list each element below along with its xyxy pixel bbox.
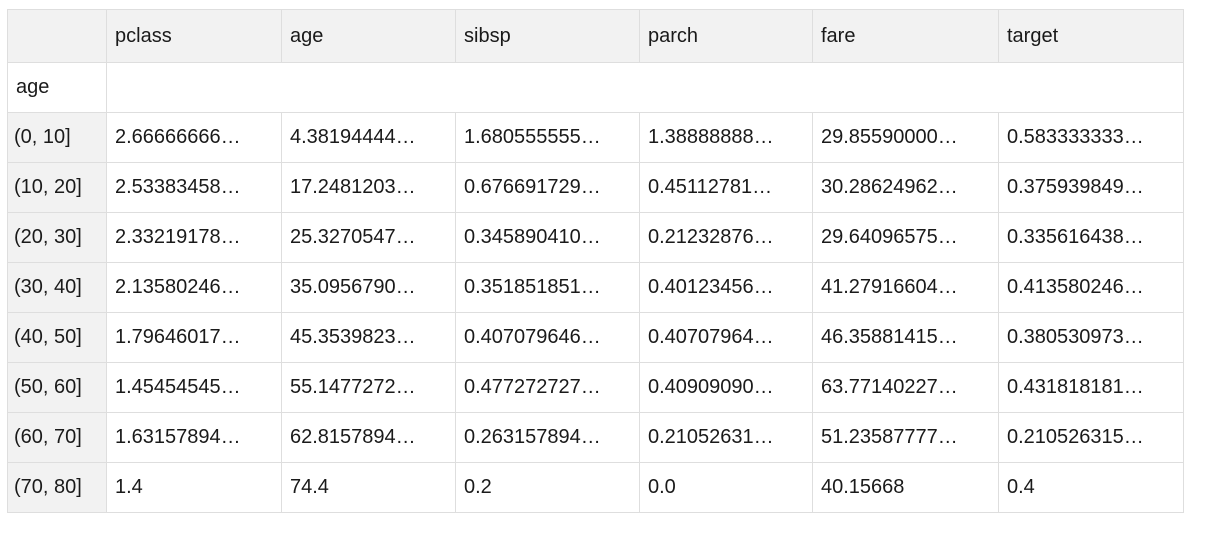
table-cell-parch: 0.21232876… (639, 212, 813, 263)
table-cell-age: 55.1477272… (281, 362, 456, 413)
row-index-label: (60, 70] (7, 412, 107, 463)
data-rows: (0, 10] 2.66666666… 4.38194444… 1.680555555… (7, 112, 1184, 513)
column-header-age: age (281, 9, 456, 63)
table-row: (50, 60] 1.45454545… 55.1477272… 0.47727272… (7, 362, 1184, 413)
table-cell-age: 74.4 (281, 462, 456, 513)
table-cell-parch: 0.21052631… (639, 412, 813, 463)
table-cell-sibsp: 0.351851851… (455, 262, 640, 313)
table-cell-sibsp: 0.345890410… (455, 212, 640, 263)
index-name-row: age (7, 62, 1184, 113)
table-cell-age: 25.3270547… (281, 212, 456, 263)
table-row: (40, 50] 1.79646017… 45.3539823… 0.40707964… (7, 312, 1184, 363)
dataframe-table: pclass age sibsp parch fare target age (… (7, 9, 1184, 513)
table-cell-fare: 51.23587777… (812, 412, 999, 463)
table-row: (30, 40] 2.13580246… 35.0956790… 0.35185185… (7, 262, 1184, 313)
index-name-filler (106, 62, 1184, 113)
column-header-target: target (998, 9, 1184, 63)
table-cell-sibsp: 1.680555555… (455, 112, 640, 163)
header-row: pclass age sibsp parch fare target (7, 9, 1184, 63)
row-index-label: (40, 50] (7, 312, 107, 363)
table-cell-fare: 40.15668 (812, 462, 999, 513)
table-cell-pclass: 1.4 (106, 462, 282, 513)
table-cell-parch: 0.40909090… (639, 362, 813, 413)
table-cell-fare: 29.64096575… (812, 212, 999, 263)
dataframe-container: pclass age sibsp parch fare target age (… (7, 9, 1184, 513)
table-cell-target: 0.210526315… (998, 412, 1184, 463)
table-cell-fare: 41.27916604… (812, 262, 999, 313)
column-header-parch: parch (639, 9, 813, 63)
index-name-label: age (7, 62, 107, 113)
table-cell-fare: 29.85590000… (812, 112, 999, 163)
table-cell-parch: 0.0 (639, 462, 813, 513)
table-cell-target: 0.413580246… (998, 262, 1184, 313)
corner-cell (7, 9, 107, 63)
row-index-label: (50, 60] (7, 362, 107, 413)
table-cell-age: 35.0956790… (281, 262, 456, 313)
table-cell-age: 4.38194444… (281, 112, 456, 163)
table-row: (20, 30] 2.33219178… 25.3270547… 0.34589041… (7, 212, 1184, 263)
column-header-fare: fare (812, 9, 999, 63)
table-cell-sibsp: 0.263157894… (455, 412, 640, 463)
table-row: (70, 80] 1.4 74.4 0.2 0.0 40.15668 0.4 (7, 462, 1184, 513)
column-header-sibsp: sibsp (455, 9, 640, 63)
table-cell-age: 62.8157894… (281, 412, 456, 463)
table-cell-fare: 30.28624962… (812, 162, 999, 213)
table-cell-parch: 1.38888888… (639, 112, 813, 163)
row-index-label: (0, 10] (7, 112, 107, 163)
table-cell-parch: 0.40123456… (639, 262, 813, 313)
row-index-label: (70, 80] (7, 462, 107, 513)
table-cell-fare: 63.77140227… (812, 362, 999, 413)
table-cell-parch: 0.45112781… (639, 162, 813, 213)
column-header-pclass: pclass (106, 9, 282, 63)
table-cell-age: 45.3539823… (281, 312, 456, 363)
table-cell-target: 0.335616438… (998, 212, 1184, 263)
table-header: pclass age sibsp parch fare target (7, 9, 1184, 63)
table-row: (0, 10] 2.66666666… 4.38194444… 1.680555555… (7, 112, 1184, 163)
row-index-label: (10, 20] (7, 162, 107, 213)
table-cell-target: 0.4 (998, 462, 1184, 513)
table-cell-pclass: 1.79646017… (106, 312, 282, 363)
table-row: (10, 20] 2.53383458… 17.2481203… 0.67669172… (7, 162, 1184, 213)
table-cell-pclass: 1.45454545… (106, 362, 282, 413)
row-index-label: (20, 30] (7, 212, 107, 263)
table-cell-pclass: 2.53383458… (106, 162, 282, 213)
table-row: (60, 70] 1.63157894… 62.8157894… 0.26315789… (7, 412, 1184, 463)
table-cell-pclass: 2.66666666… (106, 112, 282, 163)
table-body: age (7, 62, 1184, 113)
table-cell-sibsp: 0.477272727… (455, 362, 640, 413)
table-cell-parch: 0.40707964… (639, 312, 813, 363)
table-cell-fare: 46.35881415… (812, 312, 999, 363)
table-cell-sibsp: 0.407079646… (455, 312, 640, 363)
table-cell-target: 0.375939849… (998, 162, 1184, 213)
table-cell-sibsp: 0.2 (455, 462, 640, 513)
table-cell-sibsp: 0.676691729… (455, 162, 640, 213)
table-cell-age: 17.2481203… (281, 162, 456, 213)
row-index-label: (30, 40] (7, 262, 107, 313)
table-cell-pclass: 2.33219178… (106, 212, 282, 263)
table-cell-target: 0.431818181… (998, 362, 1184, 413)
table-cell-target: 0.583333333… (998, 112, 1184, 163)
table-cell-pclass: 2.13580246… (106, 262, 282, 313)
table-cell-target: 0.380530973… (998, 312, 1184, 363)
table-cell-pclass: 1.63157894… (106, 412, 282, 463)
